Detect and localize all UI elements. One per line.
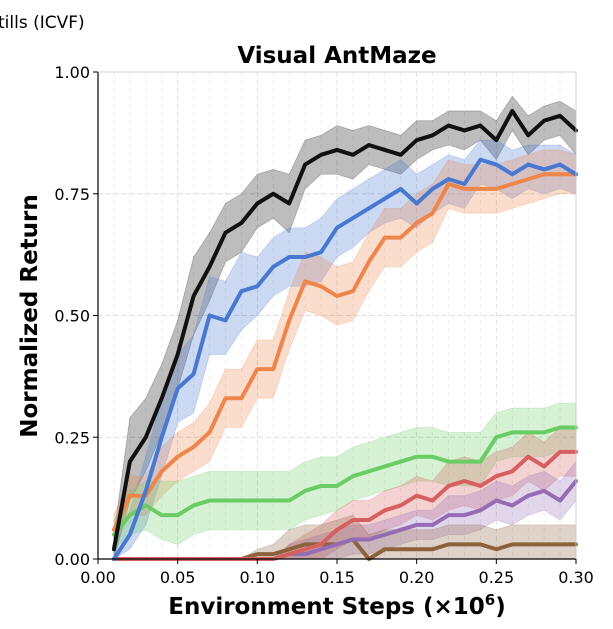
x-tick-label: 0.00 <box>80 568 116 587</box>
y-tick-label: 0.00 <box>54 550 90 569</box>
x-axis-label: Environment Steps (×106) <box>168 591 505 620</box>
x-ticks: 0.00 0.05 0.10 0.15 0.20 0.25 0.30 <box>80 559 594 587</box>
x-tick-label: 0.10 <box>240 568 276 587</box>
x-tick-label: 0.05 <box>160 568 196 587</box>
x-tick-label: 0.30 <box>558 568 594 587</box>
y-axis-label: Normalized Return <box>17 194 43 438</box>
x-tick-label: 0.15 <box>319 568 355 587</box>
legend-fragment: tills (ICVF) <box>0 13 85 33</box>
chart-title: Visual AntMaze <box>237 43 436 69</box>
series-line-4 <box>111 425 578 537</box>
y-tick-label: 0.50 <box>54 307 90 326</box>
y-tick-label: 1.00 <box>54 63 90 82</box>
y-ticks: 0.00 0.25 0.50 0.75 1.00 <box>54 63 98 569</box>
series-line-2 <box>111 157 578 561</box>
x-axis-label-main: Environment Steps (×10 <box>168 594 485 620</box>
series-line-3 <box>111 172 578 532</box>
x-tick-label: 0.25 <box>479 568 515 587</box>
x-axis-label-close: ) <box>495 594 506 620</box>
y-tick-label: 0.75 <box>54 185 90 204</box>
series-line-1 <box>111 108 578 552</box>
y-tick-label: 0.25 <box>54 428 90 447</box>
x-tick-label: 0.20 <box>399 568 435 587</box>
x-axis-label-exponent: 6 <box>485 591 495 609</box>
